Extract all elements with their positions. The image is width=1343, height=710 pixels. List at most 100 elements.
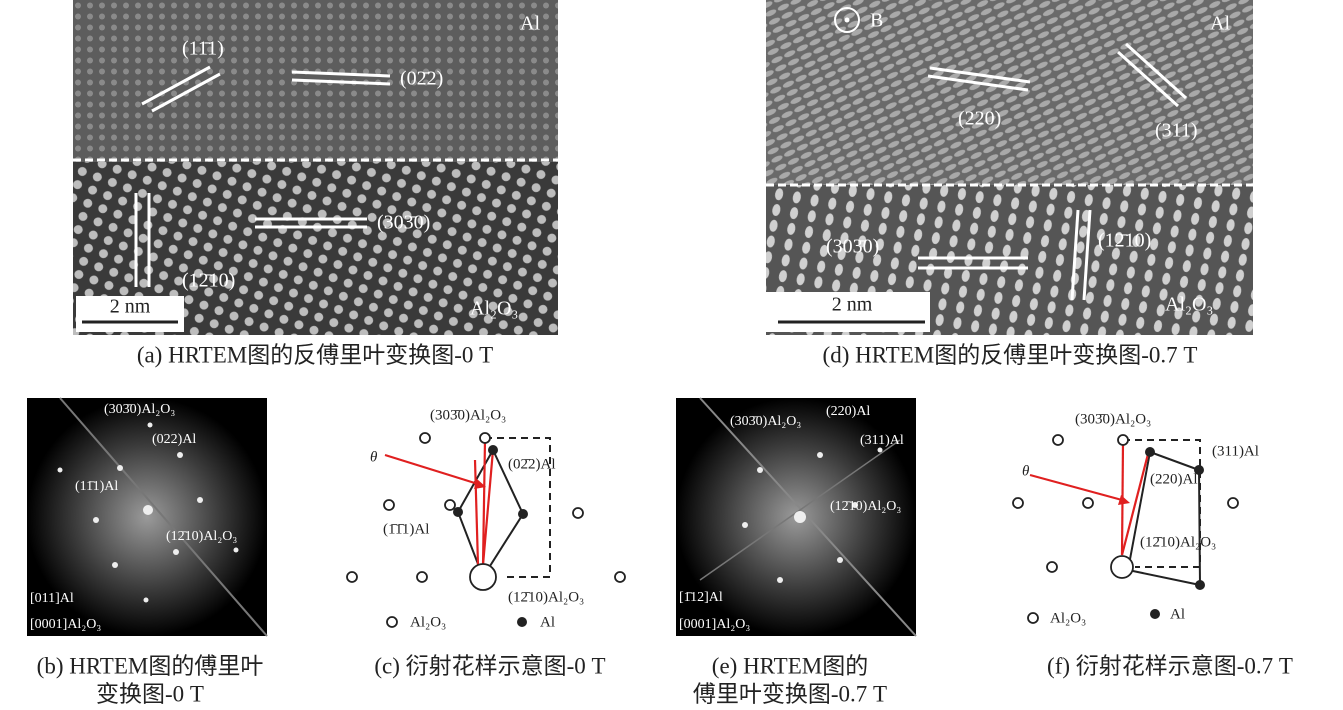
marker [233, 547, 239, 553]
streak [699, 439, 901, 581]
marker [479, 432, 491, 444]
line [1116, 50, 1180, 108]
caption: 变换图-0 T [96, 681, 204, 706]
marker [572, 507, 584, 519]
line [929, 66, 1031, 84]
marker [1012, 497, 1024, 509]
label: B [870, 10, 883, 32]
label: [0001]Al₂O₃ [30, 617, 101, 632]
marker [383, 499, 395, 511]
label: 2 nm [832, 294, 873, 316]
marker [1117, 434, 1129, 446]
fft-spots [742, 447, 883, 583]
arrowhead [474, 479, 486, 489]
marker [488, 445, 498, 455]
line [927, 74, 1029, 92]
line [473, 459, 480, 566]
fft-image [27, 398, 267, 636]
marker [1227, 497, 1239, 509]
label: 2 nm [110, 296, 151, 318]
marker [386, 616, 398, 628]
label: (311) [1155, 120, 1198, 142]
field-dot [844, 17, 850, 23]
line [1124, 42, 1188, 100]
scale-bar-box [766, 292, 930, 332]
marker [419, 432, 431, 444]
field-symbol [834, 7, 860, 33]
marker [517, 617, 527, 627]
streak [59, 397, 268, 637]
marker [173, 549, 179, 555]
marker [147, 422, 153, 428]
marker [143, 505, 153, 515]
label: (303̄0)Al₂O₃ [104, 402, 175, 417]
label: (12̄10) [1098, 230, 1151, 252]
label: (311)Al [860, 433, 904, 448]
marker [117, 465, 123, 471]
marker [837, 557, 843, 563]
outline [485, 437, 551, 578]
label: Al₂O₃ [1165, 294, 1213, 316]
marker [93, 517, 99, 523]
label: (1̄1̄1)Al [383, 521, 429, 537]
label: (303̄0)Al₂O₃ [430, 407, 506, 423]
label: Al [520, 13, 540, 35]
label: θ [370, 449, 378, 465]
line [291, 70, 391, 78]
label: (303̄0) [826, 236, 879, 258]
marker [1150, 609, 1160, 619]
label: (303̄0)Al₂O₃ [730, 414, 801, 429]
marker [1027, 612, 1039, 624]
arrowhead [1118, 495, 1130, 505]
label: θ [1022, 463, 1030, 479]
marker [777, 577, 783, 583]
label: (12̄10)Al₂O₃ [166, 529, 237, 544]
line [1120, 453, 1150, 556]
line [384, 453, 479, 486]
marker [197, 497, 203, 503]
label: (12̄10)Al₂O₃ [1140, 534, 1216, 550]
label: (220) [958, 108, 1001, 130]
line [481, 449, 495, 566]
label: (12̄10)Al₂O₃ [830, 499, 901, 514]
caption: (f) 衍射花样示意图-0.7 T [1047, 653, 1293, 678]
marker [416, 571, 428, 583]
streak [699, 397, 917, 637]
marker [1194, 465, 1204, 475]
label: (220)Al [826, 404, 870, 419]
label: (11̄1)Al [75, 479, 118, 494]
marker [614, 571, 626, 583]
line [291, 78, 391, 86]
label: (220)Al [1150, 471, 1198, 487]
marker [794, 511, 806, 523]
caption: (c) 衍射花样示意图-0 T [374, 653, 605, 678]
caption: (e) HRTEM图的 [712, 653, 868, 678]
label: (12̄10)Al₂O₃ [508, 589, 584, 605]
label: (303̄0)Al₂O₃ [1075, 411, 1151, 427]
label: [011]Al [30, 591, 74, 606]
fft-spots [57, 422, 239, 603]
label: (022)Al [152, 432, 196, 447]
label: [1̄12]Al [679, 590, 723, 605]
line [141, 65, 211, 106]
label: (02̄2)Al [508, 456, 556, 472]
marker [143, 597, 149, 603]
scale-bar-box [76, 296, 184, 332]
line [481, 439, 487, 566]
marker [518, 509, 528, 519]
label: Al [1210, 13, 1230, 35]
label: (12̄10) [182, 270, 235, 292]
marker [757, 467, 763, 473]
label: (02̄2) [400, 68, 443, 90]
marker [1195, 580, 1205, 590]
marker [1052, 434, 1064, 446]
marker [453, 507, 463, 517]
marker [742, 522, 748, 528]
marker [57, 467, 63, 473]
line [1070, 209, 1080, 301]
label: Al [540, 614, 555, 630]
caption: (d) HRTEM图的反傅里叶变换图-0.7 T [823, 342, 1198, 367]
label: (303̄0) [377, 212, 430, 234]
